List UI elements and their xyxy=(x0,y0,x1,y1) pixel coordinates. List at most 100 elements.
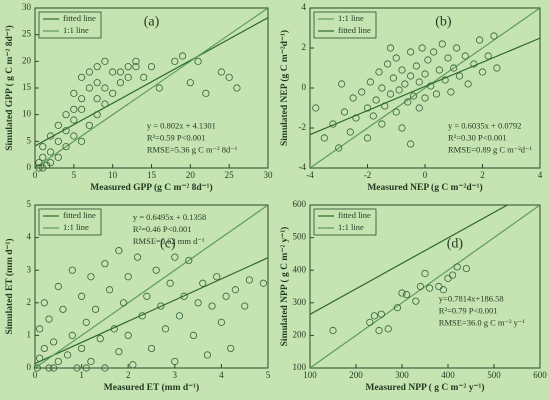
point xyxy=(124,331,132,339)
point xyxy=(340,108,349,116)
point xyxy=(45,315,53,323)
point xyxy=(189,331,198,339)
point xyxy=(54,153,62,161)
point xyxy=(245,276,253,284)
point xyxy=(312,104,320,112)
point xyxy=(78,105,86,113)
point xyxy=(208,302,216,310)
legend-box xyxy=(313,11,377,39)
point xyxy=(378,120,386,128)
point xyxy=(178,52,187,60)
y-tick-label: 4 xyxy=(27,232,32,242)
point xyxy=(407,48,415,56)
point xyxy=(407,140,415,148)
legend-box xyxy=(38,11,102,39)
point xyxy=(62,127,70,135)
point xyxy=(116,79,125,87)
y-tick-label: 20 xyxy=(22,55,32,65)
annotation: y = 0.6495x + 0.1358 xyxy=(133,212,206,222)
point xyxy=(101,100,109,108)
point xyxy=(132,57,140,65)
legend-label: fitted line xyxy=(63,210,96,220)
point xyxy=(115,348,123,356)
y-tick-label: 400 xyxy=(293,264,307,274)
panel-label: (d) xyxy=(447,236,464,251)
point xyxy=(378,84,386,92)
point xyxy=(82,364,90,372)
point xyxy=(363,104,372,112)
x-tick-label: 4 xyxy=(219,370,224,380)
point xyxy=(64,351,72,359)
x-axis-label: Measured ET (mm d⁻¹) xyxy=(104,382,199,393)
point xyxy=(171,253,179,261)
annotation: y = 0.802x + 4.1301 xyxy=(147,120,216,130)
annotation: R²=0.59 P<0.001 xyxy=(147,132,206,142)
point xyxy=(203,351,212,359)
x-axis-label: Measured GPP (g C m⁻² 8d⁻¹) xyxy=(90,182,212,193)
point xyxy=(329,326,337,335)
point xyxy=(392,108,400,116)
x-tick-label: 25 xyxy=(225,170,235,180)
y-tick-label: 500 xyxy=(293,232,307,242)
point xyxy=(85,121,93,129)
x-tick-label: 300 xyxy=(395,370,409,380)
point xyxy=(59,305,67,313)
legend-label: 1:1 line xyxy=(338,222,364,232)
point xyxy=(54,282,62,291)
point xyxy=(448,271,457,279)
point xyxy=(435,282,443,291)
point xyxy=(377,310,385,318)
point xyxy=(418,44,426,52)
x-tick-label: 5 xyxy=(72,170,77,180)
point xyxy=(335,144,343,152)
point xyxy=(416,282,424,291)
point xyxy=(470,60,478,68)
point xyxy=(381,102,389,110)
point xyxy=(389,74,397,82)
point xyxy=(93,95,101,103)
point xyxy=(363,134,372,142)
y-axis-label: Simulated NEP (g C m⁻²d⁻¹) xyxy=(279,30,290,146)
point xyxy=(404,98,412,106)
legend-label: fitted line xyxy=(63,13,96,23)
point xyxy=(109,89,117,97)
legend-label: fitted line xyxy=(338,25,371,35)
legend-label: 1:1 line xyxy=(63,25,89,35)
identity-line xyxy=(35,205,268,368)
plot-frame xyxy=(309,204,541,369)
point xyxy=(93,79,101,87)
point xyxy=(78,95,86,103)
point xyxy=(441,76,449,84)
y-tick-label: 5 xyxy=(27,135,32,145)
point xyxy=(82,318,90,326)
point xyxy=(415,78,423,86)
legend-label: 1:1 line xyxy=(63,222,89,232)
point xyxy=(453,44,461,52)
point xyxy=(412,62,420,70)
point xyxy=(202,89,210,97)
point xyxy=(132,63,140,71)
point xyxy=(46,148,55,156)
point xyxy=(476,36,484,44)
point xyxy=(87,273,95,281)
point xyxy=(101,364,109,372)
point xyxy=(366,318,374,326)
point xyxy=(398,124,406,132)
point xyxy=(45,364,53,372)
point xyxy=(157,302,165,310)
x-tick-label: 3 xyxy=(173,370,178,380)
point xyxy=(93,111,101,119)
point xyxy=(231,286,239,294)
fit-line xyxy=(310,205,509,315)
point xyxy=(427,82,435,90)
x-tick-label: 600 xyxy=(533,370,547,380)
point xyxy=(194,57,202,65)
x-tick-label: 30 xyxy=(264,170,274,180)
point xyxy=(329,120,337,128)
point xyxy=(54,137,62,145)
y-tick-label: 100 xyxy=(293,362,307,372)
y-tick-label: 4 xyxy=(302,2,307,12)
point xyxy=(143,292,151,300)
point xyxy=(78,73,86,81)
point xyxy=(124,73,132,81)
